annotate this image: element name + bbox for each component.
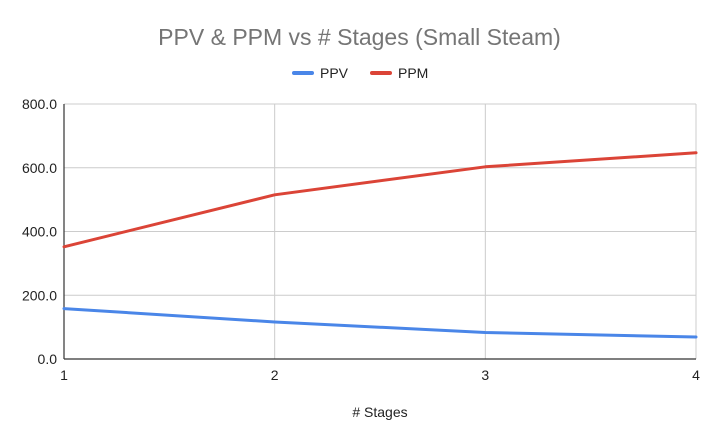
x-axis-label: # Stages [352, 404, 407, 420]
x-tick-label: 2 [271, 367, 279, 383]
axes [63, 104, 696, 360]
legend-label-ppm: PPM [398, 65, 428, 81]
legend: PPV PPM [292, 65, 428, 81]
x-tick-label: 4 [692, 367, 700, 383]
series-line-ppv [62, 307, 698, 339]
x-tick-label: 1 [60, 367, 68, 383]
y-tick-label: 800.0 [22, 96, 57, 112]
grid [64, 103, 697, 359]
legend-label-ppv: PPV [320, 65, 349, 81]
x-tick-label: 3 [481, 367, 489, 383]
series [62, 151, 698, 339]
y-tick-label: 200.0 [22, 287, 57, 303]
series-line-ppm [62, 151, 698, 249]
tick-labels: 0.0 200.0 400.0 600.0 800.0 1 2 3 4 [22, 96, 700, 383]
y-tick-label: 600.0 [22, 160, 57, 176]
y-tick-label: 0.0 [38, 351, 58, 367]
chart-title: PPV & PPM vs # Stages (Small Steam) [158, 24, 561, 50]
y-tick-label: 400.0 [22, 224, 57, 240]
